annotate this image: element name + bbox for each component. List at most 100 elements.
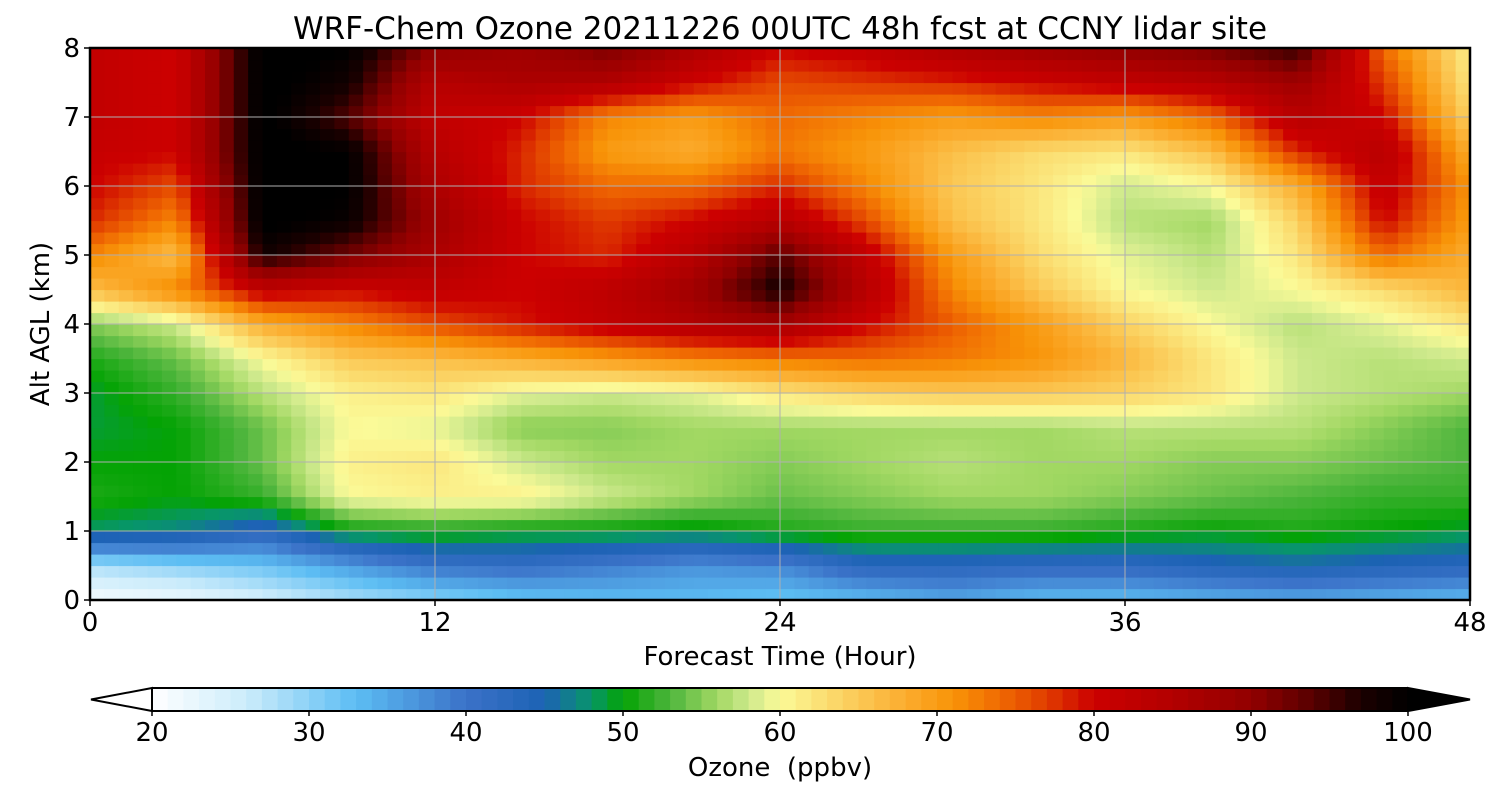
- heatmap-cell: [1081, 347, 1097, 360]
- heatmap-cell: [823, 427, 839, 440]
- heatmap-cell: [895, 381, 910, 394]
- heatmap-cell: [377, 163, 393, 176]
- heatmap-cell: [895, 416, 910, 429]
- heatmap-cell: [521, 485, 537, 498]
- heatmap-cell: [363, 197, 379, 210]
- heatmap-cell: [1225, 450, 1241, 463]
- heatmap-cell: [391, 278, 407, 291]
- heatmap-cell: [1038, 496, 1054, 509]
- heatmap-cell: [1153, 462, 1169, 475]
- heatmap-cell: [1297, 243, 1313, 256]
- heatmap-cell: [794, 117, 810, 130]
- heatmap-cell: [966, 209, 982, 222]
- heatmap-cell: [147, 496, 163, 509]
- heatmap-cell: [607, 255, 623, 268]
- heatmap-cell: [1311, 220, 1327, 233]
- heatmap-cell: [118, 312, 134, 325]
- heatmap-cell: [161, 508, 177, 521]
- heatmap-cell: [1153, 473, 1169, 486]
- heatmap-cell: [291, 117, 307, 130]
- heatmap-cell: [291, 439, 307, 452]
- heatmap-cell: [1067, 542, 1083, 555]
- heatmap-cell: [1383, 565, 1399, 578]
- colorbar-segment: [1078, 688, 1095, 711]
- heatmap-cell: [952, 404, 968, 417]
- heatmap-cell: [435, 358, 450, 371]
- heatmap-cell: [406, 404, 422, 417]
- heatmap-cell: [1067, 439, 1083, 452]
- heatmap-cell: [1067, 255, 1083, 268]
- heatmap-cell: [334, 335, 350, 348]
- heatmap-cell: [1398, 531, 1414, 544]
- heatmap-cell: [1053, 48, 1069, 61]
- heatmap-cell: [708, 48, 724, 61]
- heatmap-cell: [161, 289, 177, 302]
- heatmap-cell: [363, 209, 379, 222]
- heatmap-cell: [693, 393, 709, 406]
- colorbar-segment: [560, 688, 577, 711]
- heatmap-cell: [1139, 404, 1155, 417]
- heatmap-cell: [348, 220, 364, 233]
- y-tick-label: 7: [63, 103, 80, 133]
- heatmap-cell: [1441, 404, 1457, 417]
- heatmap-cell: [1283, 71, 1299, 84]
- heatmap-cell: [1182, 48, 1198, 61]
- heatmap-cell: [305, 151, 321, 164]
- heatmap-cell: [1455, 71, 1471, 84]
- heatmap-cell: [1240, 71, 1255, 84]
- heatmap-cell: [837, 565, 853, 578]
- heatmap-cell: [463, 48, 479, 61]
- heatmap-cell: [535, 370, 551, 383]
- heatmap-cell: [420, 94, 436, 107]
- heatmap-cell: [895, 393, 910, 406]
- heatmap-cell: [176, 404, 192, 417]
- heatmap-cell: [1067, 128, 1083, 141]
- heatmap-cell: [104, 588, 120, 601]
- heatmap-cell: [276, 220, 292, 233]
- heatmap-cell: [1398, 565, 1414, 578]
- heatmap-cell: [1096, 174, 1112, 187]
- heatmap-cell: [449, 151, 465, 164]
- heatmap-cell: [248, 94, 264, 107]
- heatmap-cell: [1110, 48, 1126, 61]
- heatmap-cell: [1081, 531, 1097, 544]
- heatmap-cell: [1311, 71, 1327, 84]
- heatmap-cell: [506, 370, 522, 383]
- heatmap-cell: [1038, 588, 1054, 601]
- heatmap-cell: [1182, 450, 1198, 463]
- heatmap-cell: [1081, 324, 1097, 337]
- heatmap-cell: [722, 186, 738, 199]
- heatmap-cell: [262, 508, 278, 521]
- heatmap-cell: [262, 404, 278, 417]
- heatmap-cell: [1311, 48, 1327, 61]
- heatmap-cell: [1125, 278, 1140, 291]
- heatmap-cell: [506, 59, 522, 72]
- heatmap-cell: [693, 186, 709, 199]
- heatmap-cell: [1383, 243, 1399, 256]
- heatmap-cell: [1340, 404, 1356, 417]
- heatmap-cell: [550, 59, 565, 72]
- heatmap-cell: [866, 301, 882, 314]
- heatmap-cell: [952, 381, 968, 394]
- heatmap-cell: [1024, 462, 1040, 475]
- heatmap-cell: [449, 450, 465, 463]
- heatmap-cell: [765, 197, 781, 210]
- heatmap-cell: [966, 519, 982, 532]
- heatmap-cell: [981, 496, 997, 509]
- heatmap-cell: [665, 94, 680, 107]
- heatmap-cell: [133, 48, 149, 61]
- heatmap-cell: [334, 554, 350, 567]
- heatmap-cell: [176, 542, 192, 555]
- heatmap-cell: [880, 393, 896, 406]
- heatmap-cell: [866, 312, 882, 325]
- heatmap-cell: [521, 565, 537, 578]
- heatmap-cell: [650, 439, 666, 452]
- colorbar-segment: [1376, 688, 1393, 711]
- heatmap-cell: [1355, 301, 1370, 314]
- heatmap-cell: [650, 393, 666, 406]
- heatmap-cell: [348, 531, 364, 544]
- heatmap-cell: [909, 554, 925, 567]
- heatmap-cell: [1010, 450, 1025, 463]
- heatmap-cell: [1182, 496, 1198, 509]
- heatmap-cell: [1254, 531, 1270, 544]
